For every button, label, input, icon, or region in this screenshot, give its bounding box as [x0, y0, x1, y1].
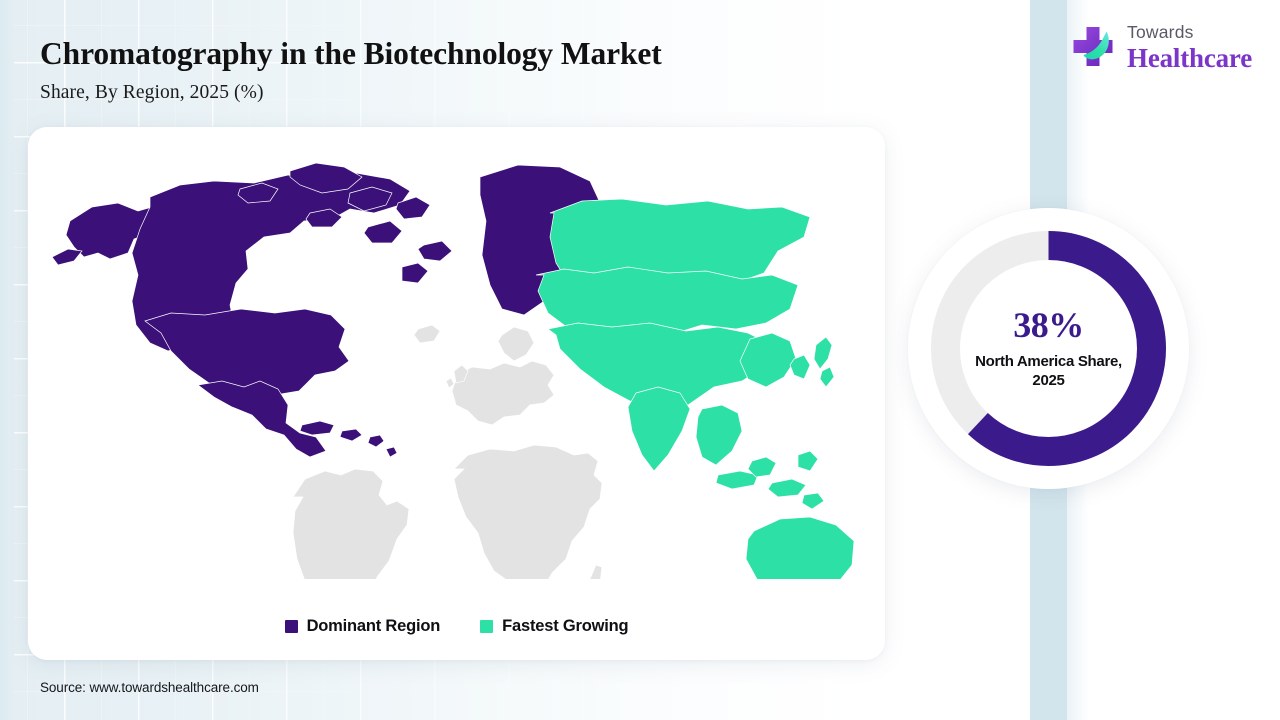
brand-logo-text: Towards Healthcare	[1127, 22, 1252, 72]
background-left-edge	[0, 0, 14, 720]
legend-item-dominant[interactable]: Dominant Region	[284, 617, 441, 636]
legend-label-dominant: Dominant Region	[306, 617, 441, 635]
map-card: Dominant Region Fastest Growing	[28, 127, 885, 660]
page-title: Chromatography in the Biotechnology Mark…	[40, 36, 662, 71]
brand-logo-top-text: Towards	[1127, 22, 1194, 43]
donut-value-text: 38%	[1013, 304, 1084, 345]
donut-chart[interactable]: 38% North America Share, 2025	[908, 208, 1189, 489]
donut-center-content: 38% North America Share, 2025	[908, 208, 1189, 489]
world-map[interactable]	[50, 149, 863, 579]
donut-chart-svg	[931, 231, 1166, 466]
donut-label-text: North America Share, 2025	[975, 352, 1122, 390]
donut-value-arc	[931, 231, 1166, 466]
world-map-svg	[51, 162, 863, 579]
legend-swatch-dominant	[284, 620, 298, 633]
cross-leaf-icon	[1073, 27, 1113, 66]
legend-label-fastest: Fastest Growing	[502, 617, 629, 635]
page-subtitle: Share, By Region, 2025 (%)	[40, 82, 264, 104]
map-legend: Dominant Region Fastest Growing	[28, 617, 885, 636]
map-region-fastest-growing[interactable]	[535, 198, 863, 579]
legend-item-fastest-growing[interactable]: Fastest Growing	[480, 617, 629, 636]
brand-logo[interactable]: Towards Healthcare	[1068, 22, 1252, 72]
brand-logo-bottom-text: Healthcare	[1127, 42, 1252, 73]
header: Chromatography in the Biotechnology Mark…	[40, 36, 840, 104]
map-region-other	[292, 324, 603, 579]
source-text: Source: www.towardshealthcare.com	[40, 680, 259, 695]
map-region-dominant[interactable]	[51, 162, 603, 458]
legend-swatch-fastest	[480, 620, 494, 633]
